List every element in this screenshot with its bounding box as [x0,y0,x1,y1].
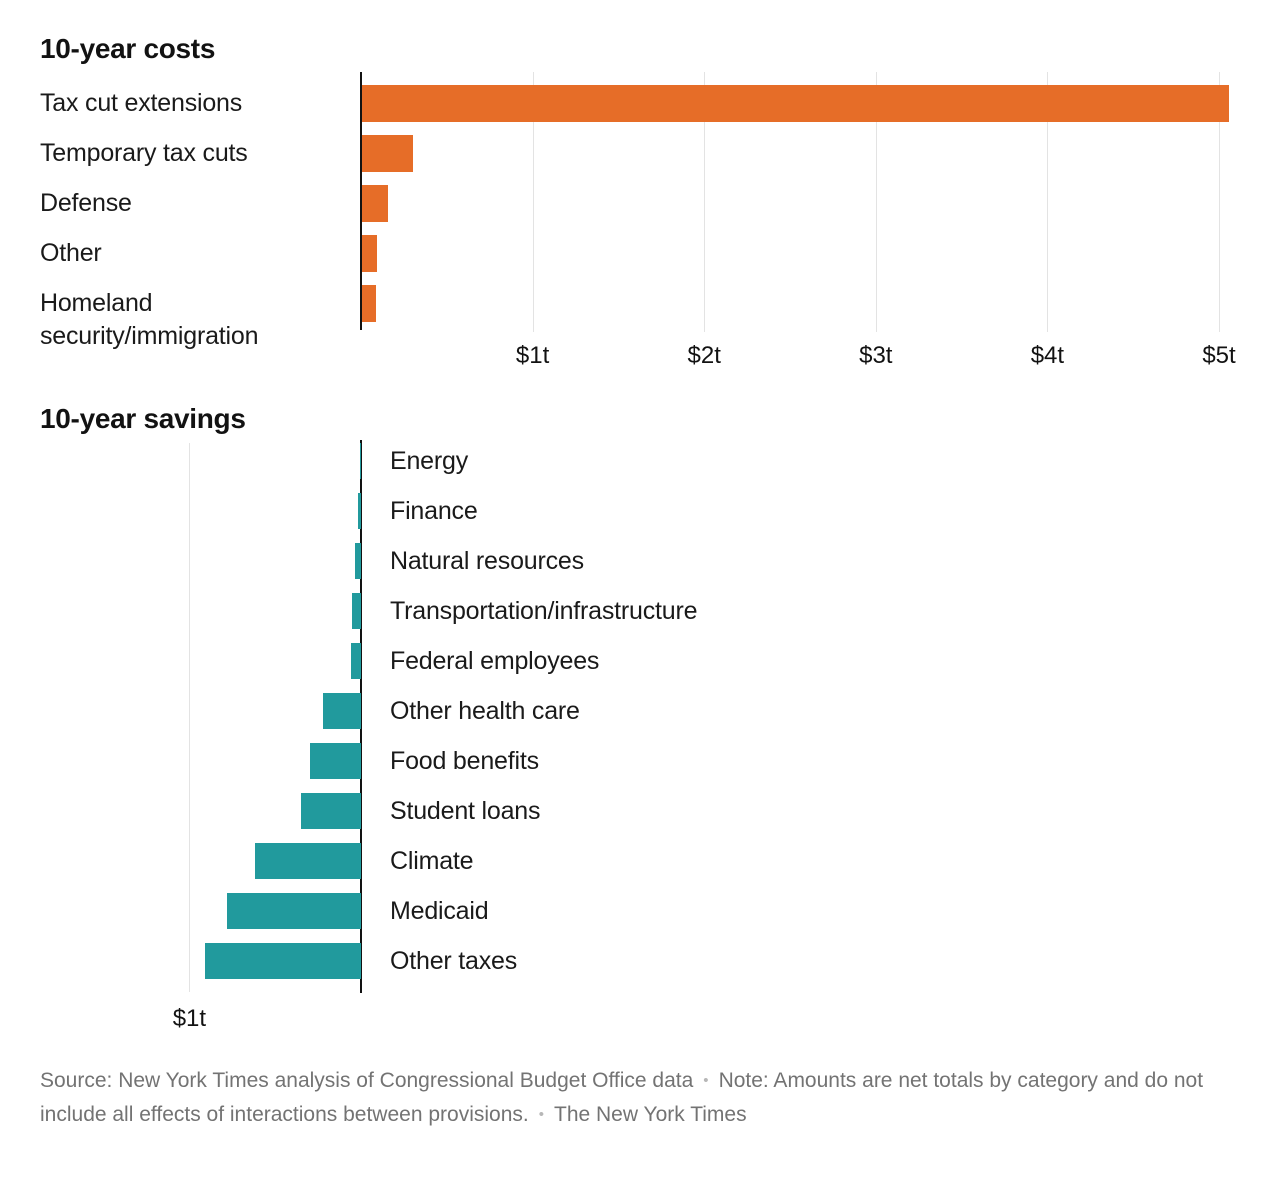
costs-bar [362,135,414,172]
savings-bar [350,643,361,679]
bullet-separator: • [538,1106,544,1123]
savings-bar [323,693,361,729]
note-text: Note: Amounts are net totals by category… [40,1069,1204,1126]
costs-axis-tick-label: $5t [1202,342,1236,369]
costs-bar-label: Homeland security/immigration [40,289,259,350]
costs-axis-tick-label: $4t [1030,342,1065,369]
savings-bar-label: Other health care [390,697,580,725]
savings-axis-tick-label: $1t [172,1005,207,1032]
savings-bar-label: Other taxes [390,947,518,975]
savings-bar-label: Transportation/infrastructure [390,597,698,625]
savings-gridline [189,443,191,992]
savings-bar [204,943,361,979]
savings-bar-label: Food benefits [390,747,539,775]
costs-axis-line [360,72,362,330]
savings-bar [360,443,361,479]
savings-chart-title: 10-year savings [40,403,246,434]
source-note: Source: New York Times analysis of Congr… [40,1064,1208,1132]
savings-axis-line [360,440,362,993]
bullet-separator: • [703,1072,709,1089]
savings-bar-label: Medicaid [390,897,489,925]
source-text: Source: New York Times analysis of Congr… [40,1069,694,1092]
savings-bar-label: Climate [390,847,474,875]
costs-axis-tick-label: $2t [687,342,721,369]
costs-gridline [704,72,706,332]
costs-bar-label: Temporary tax cuts [40,139,248,167]
costs-bar-label: Tax cut extensions [40,89,243,117]
costs-axis-tick-label: $1t [515,342,550,369]
costs-gridline [1219,72,1220,332]
savings-bar [300,793,361,829]
savings-bar-label: Student loans [390,797,541,825]
savings-bar [354,543,361,579]
savings-bar [357,493,361,529]
savings-bar-label: Energy [390,447,469,475]
savings-bar-label: Natural resources [390,547,584,575]
costs-axis-tick-label: $3t [859,342,893,369]
savings-bar [254,843,361,879]
costs-bar [362,235,378,272]
savings-bar-label: Finance [390,497,478,525]
costs-gridline [532,72,534,332]
savings-bar [352,593,361,629]
costs-bar [362,285,376,322]
savings-bar-label: Federal employees [390,647,600,675]
costs-bar-label: Other [40,239,102,267]
savings-bar [227,893,361,929]
costs-bar [362,85,1229,122]
costs-gridline [1047,72,1049,332]
costs-chart-title: 10-year costs [40,33,216,64]
costs-bar [362,185,388,222]
savings-bar [309,743,361,779]
nyt-credit: The New York Times [554,1103,747,1126]
costs-bar-label: Defense [40,189,132,217]
costs-gridline [875,72,877,332]
